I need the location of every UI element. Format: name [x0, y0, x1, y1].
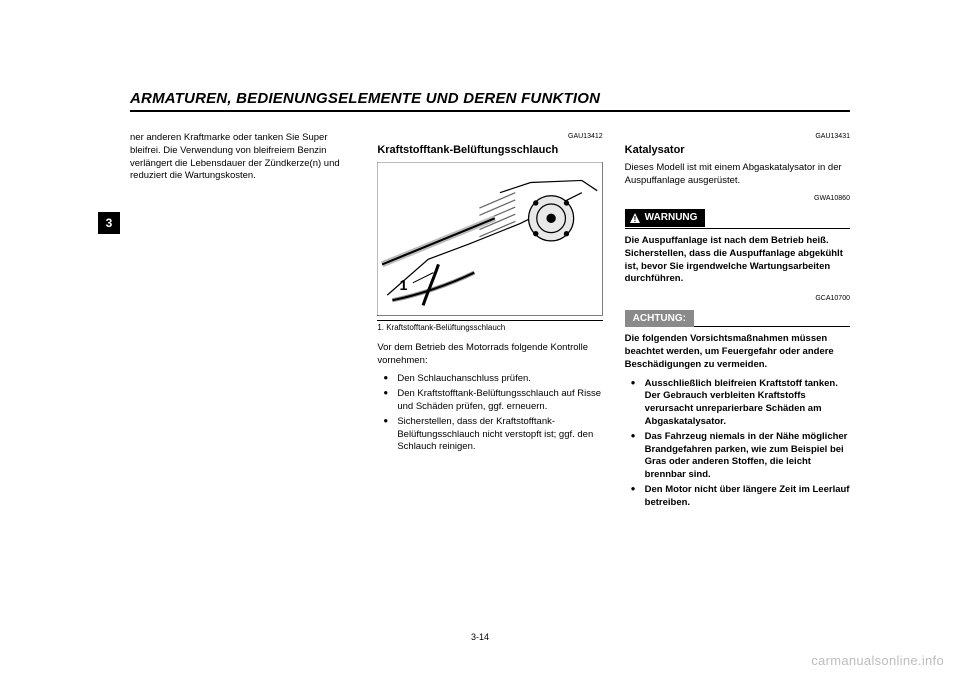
watermark: carmanualsonline.info [811, 653, 944, 668]
column-1: ner anderen Kraftmarke oder tanken Sie S… [130, 132, 355, 512]
col3-intro: Dieses Modell ist mit einem Abgaskatalys… [625, 162, 850, 188]
figure-callout-1: 1 [400, 278, 408, 294]
content-columns: ner anderen Kraftmarke oder tanken Sie S… [130, 132, 850, 512]
page-number: 3-14 [0, 632, 960, 642]
list-item: Den Schlauchanschluss prüfen. [387, 373, 602, 386]
section-code: GWA10860 [625, 194, 850, 203]
chapter-number: 3 [106, 216, 113, 230]
page-title: ARMATUREN, BEDIENUNGSELEMENTE UND DEREN … [130, 90, 850, 112]
page: ARMATUREN, BEDIENUNGSELEMENTE UND DEREN … [0, 0, 960, 678]
warning-text: WARNUNG [645, 211, 698, 225]
list-item: Das Fahrzeug niemals in der Nähe möglich… [635, 431, 850, 482]
list-item: Den Motor nicht über längere Zeit im Lee… [635, 484, 850, 510]
list-item: Ausschließlich bleifreien Kraftstoff tan… [635, 378, 850, 429]
col2-bullets: Den Schlauchanschluss prüfen. Den Krafts… [377, 373, 602, 454]
figure-caption: 1. Kraftstofftank-Belüftungsschlauch [377, 320, 602, 334]
list-item: Den Kraftstofftank-Belüftungsschlauch au… [387, 388, 602, 414]
warning-icon: ! [629, 212, 641, 224]
col2-intro: Vor dem Betrieb des Motorrads folgende K… [377, 342, 602, 368]
col1-paragraph: ner anderen Kraftmarke oder tanken Sie S… [130, 132, 355, 183]
list-item: Sicherstellen, dass der Kraftstofftank-B… [387, 416, 602, 454]
warning-body: Die Auspuffanlage ist nach dem Betrieb h… [625, 235, 850, 286]
engine-figure: 1 [377, 162, 602, 316]
caution-intro: Die folgenden Vorsichtsmaßnahmen müssen … [625, 333, 850, 371]
divider [625, 228, 850, 229]
caution-bullets: Ausschließlich bleifreien Kraftstoff tan… [625, 378, 850, 510]
column-3: GAU13431 Katalysator Dieses Modell ist m… [625, 132, 850, 512]
section-code: GAU13412 [377, 132, 602, 141]
section-title: Kraftstofftank-Belüftungsschlauch [377, 143, 602, 158]
column-2: GAU13412 Kraftstofftank-Belüftungsschlau… [377, 132, 602, 512]
caution-label: ACHTUNG: [625, 310, 694, 328]
engine-illustration: 1 [377, 162, 602, 316]
section-code: GCA10700 [625, 294, 850, 303]
warning-label: ! WARNUNG [625, 209, 706, 227]
section-code: GAU13431 [625, 132, 850, 141]
chapter-tab: 3 [98, 212, 120, 234]
svg-text:!: ! [633, 215, 636, 224]
section-title: Katalysator [625, 143, 850, 158]
